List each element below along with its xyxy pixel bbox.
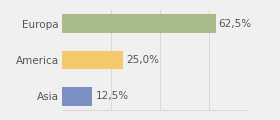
Bar bbox=[62, 87, 92, 106]
Bar bbox=[62, 14, 216, 33]
Bar bbox=[62, 51, 123, 69]
Text: 62,5%: 62,5% bbox=[219, 19, 252, 29]
Text: 25,0%: 25,0% bbox=[126, 55, 159, 65]
Text: 12,5%: 12,5% bbox=[95, 91, 129, 101]
